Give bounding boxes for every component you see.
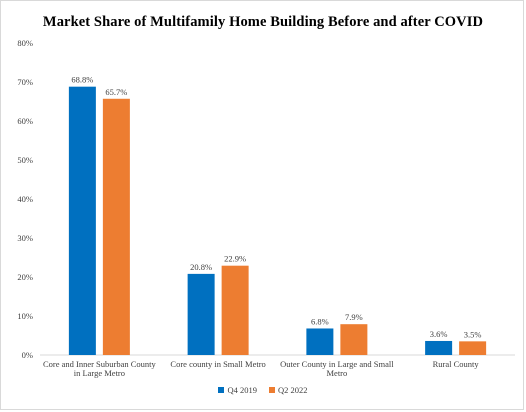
y-tick-label: 30% — [17, 233, 33, 243]
data-label: 68.8% — [71, 75, 93, 85]
x-category-label: Outer County in Large and Small Metro — [280, 359, 394, 378]
data-label: 3.5% — [464, 329, 482, 339]
x-category-label-line: Core and Inner Suburban County — [43, 359, 157, 369]
x-category-label-line: in Large Metro — [74, 368, 125, 378]
y-tick-label: 20% — [17, 272, 33, 282]
data-label: 6.8% — [311, 316, 329, 326]
legend-label-q4-2019: Q4 2019 — [227, 385, 257, 395]
bar-q4-2019 — [68, 86, 96, 356]
x-category-label-line: Core county in Small Metro — [170, 359, 265, 369]
data-label: 20.8% — [190, 262, 212, 272]
bar-q4-2019 — [425, 340, 453, 355]
legend-swatch-q4-2019 — [218, 387, 225, 393]
data-label: 3.6% — [430, 329, 448, 339]
y-tick-label: 10% — [17, 311, 33, 321]
legend-swatch-q2-2022 — [269, 387, 275, 393]
legend-item-q4-2019: Q4 2019 — [218, 385, 257, 395]
x-category-label: Core and Inner Suburban County in Large M… — [43, 359, 157, 378]
bar-q2-2022 — [102, 98, 130, 356]
y-tick-label: 60% — [17, 116, 33, 126]
y-tick-label: 70% — [17, 77, 33, 87]
bar-q2-2022 — [221, 265, 249, 355]
y-tick-label: 40% — [17, 194, 33, 204]
bar-q4-2019 — [187, 273, 215, 355]
chart-title: Market Share of Multifamily Home Buildin… — [42, 14, 484, 30]
x-category-label-line: Rural County — [433, 359, 480, 369]
x-category-label: Rural County — [433, 359, 480, 369]
y-tick-label: 80% — [17, 38, 33, 48]
data-label: 7.9% — [345, 312, 363, 322]
data-label: 65.7% — [105, 87, 127, 97]
chart-legend: Q4 2019 Q2 2022 — [0, 385, 526, 395]
bar-q2-2022 — [340, 324, 368, 355]
data-label: 22.9% — [224, 254, 246, 264]
bar-q2-2022 — [459, 341, 487, 355]
x-category-label-line: Outer County in Large and Small — [280, 359, 394, 369]
y-tick-label: 50% — [17, 155, 33, 165]
legend-label-q2-2022: Q2 2022 — [278, 385, 308, 395]
legend-item-q2-2022: Q2 2022 — [269, 385, 308, 395]
bar-q4-2019 — [306, 328, 334, 355]
x-category-label: Core county in Small Metro — [170, 359, 265, 369]
y-tick-label: 0% — [22, 350, 33, 360]
x-category-label-line: Metro — [326, 368, 347, 378]
